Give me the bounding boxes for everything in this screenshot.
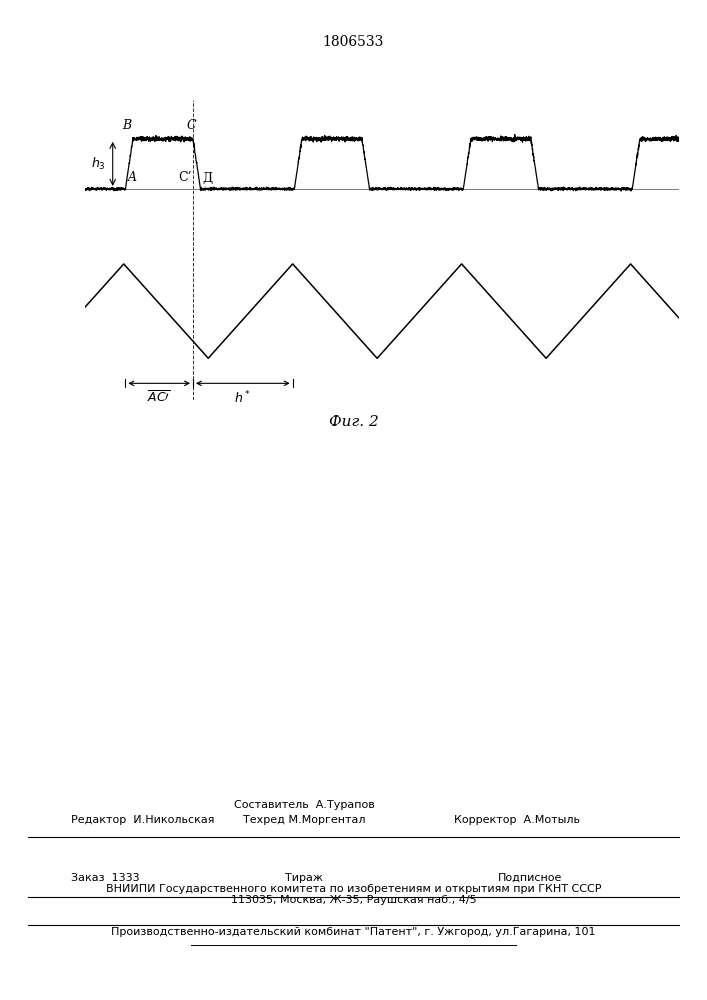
- Text: Д: Д: [202, 171, 212, 184]
- Text: $h^*$: $h^*$: [235, 390, 251, 407]
- Text: Подписное: Подписное: [498, 873, 563, 883]
- Text: B: B: [122, 119, 132, 132]
- Text: Корректор  А.Мотыль: Корректор А.Мотыль: [454, 815, 580, 825]
- Text: Составитель  А.Турапов: Составитель А.Турапов: [233, 800, 375, 810]
- Text: C: C: [187, 119, 196, 132]
- Text: ВНИИПИ Государственного комитета по изобретениям и открытиям при ГКНТ СССР: ВНИИПИ Государственного комитета по изоб…: [106, 884, 601, 894]
- Text: Редактор  И.Никольская: Редактор И.Никольская: [71, 815, 214, 825]
- Text: Заказ  1333: Заказ 1333: [71, 873, 139, 883]
- Text: 1806533: 1806533: [323, 35, 384, 49]
- Text: 113035, Москва, Ж-35, Раушская наб., 4/5: 113035, Москва, Ж-35, Раушская наб., 4/5: [230, 895, 477, 905]
- Text: $h_3$: $h_3$: [91, 156, 106, 172]
- Text: A: A: [128, 171, 136, 184]
- Text: $\overline{AC\prime}$: $\overline{AC\prime}$: [148, 390, 171, 405]
- Text: Тираж: Тираж: [285, 873, 323, 883]
- Text: Производственно-издательский комбинат "Патент", г. Ужгород, ул.Гагарина, 101: Производственно-издательский комбинат "П…: [111, 927, 596, 937]
- Text: Фиг. 2: Фиг. 2: [329, 415, 378, 429]
- Text: C’: C’: [177, 171, 192, 184]
- Text: Техред М.Моргентал: Техред М.Моргентал: [243, 815, 366, 825]
